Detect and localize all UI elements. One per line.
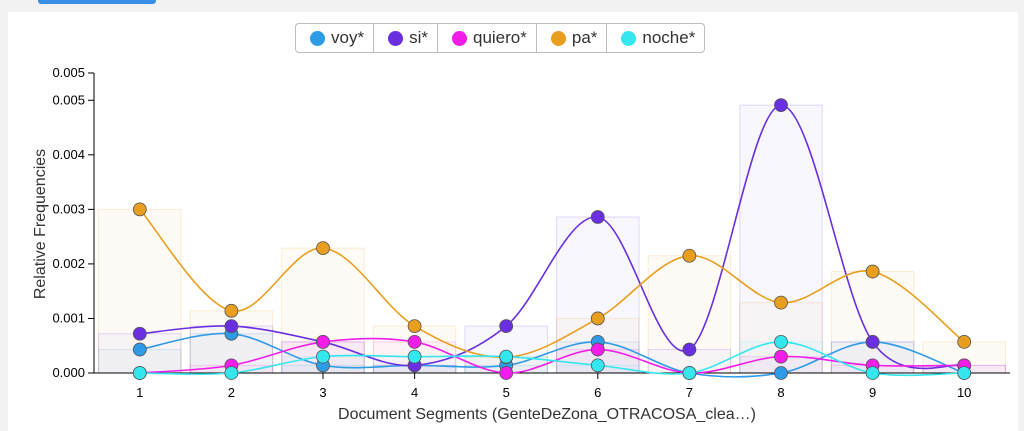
legend-item-noche[interactable]: noche* — [607, 24, 704, 52]
point-pa-1 — [132, 202, 147, 217]
x-tick-label: 7 — [686, 385, 693, 400]
legend-item-quiero[interactable]: quiero* — [438, 24, 537, 52]
x-tick-label: 4 — [411, 385, 418, 400]
point-si-7 — [682, 342, 697, 357]
point-si-2 — [224, 319, 239, 333]
point-si-6 — [590, 210, 605, 224]
y-tick-label: 0.005 — [52, 92, 85, 107]
legend-swatch — [621, 30, 637, 46]
legend-item-si[interactable]: si* — [374, 24, 438, 52]
point-noche-6 — [590, 358, 605, 373]
x-tick-label: 10 — [957, 385, 971, 400]
point-si-9 — [865, 335, 880, 349]
series-line-si — [139, 104, 965, 370]
point-pa-4 — [407, 319, 422, 333]
legend-label: si* — [409, 28, 428, 47]
axes-layer: 0.000 0.001 0.002 0.003 0.004 0.005 0.005 1 2 3 4 5… — [52, 65, 1010, 400]
point-quiero-5 — [499, 366, 514, 380]
point-noche-1 — [132, 366, 147, 380]
x-tick-label: 6 — [594, 385, 601, 400]
point-pa-10 — [957, 335, 972, 349]
x-tick-label: 3 — [319, 385, 326, 400]
y-axis-title: Relative Frequencies — [32, 149, 49, 299]
x-axis-title: Document Segments (GenteDeZona_OTRACOSA_… — [338, 406, 756, 423]
legend-swatch — [550, 30, 566, 46]
x-tick-label: 5 — [503, 385, 510, 400]
y-tick-label: 0.002 — [52, 256, 85, 271]
point-noche-9 — [865, 366, 880, 380]
legend-swatch — [388, 30, 404, 46]
line-layer — [139, 104, 965, 378]
legend-swatch — [451, 30, 467, 46]
y-tick-label: 0.000 — [52, 365, 85, 380]
point-quiero-6 — [590, 342, 605, 357]
point-quiero-4 — [407, 335, 422, 349]
point-pa-8 — [774, 295, 788, 310]
point-pa-7 — [682, 248, 697, 263]
y-tick-label: 0.005 — [52, 65, 85, 80]
legend-item-voy[interactable]: voy* — [296, 24, 375, 52]
point-noche-4 — [407, 349, 422, 364]
top-toolbar-button[interactable] — [38, 0, 156, 4]
point-quiero-3 — [316, 335, 330, 349]
point-pa-6 — [590, 311, 605, 326]
chart-panel — [8, 12, 1018, 431]
point-layer — [132, 98, 972, 380]
point-pa-3 — [316, 241, 330, 255]
point-si-5 — [499, 319, 514, 333]
x-tick-label: 8 — [777, 385, 784, 400]
legend-item-pa[interactable]: pa* — [537, 24, 608, 52]
point-noche-2 — [224, 366, 239, 380]
legend-label: voy* — [331, 28, 365, 47]
x-tick-label: 9 — [869, 385, 876, 400]
point-pa-2 — [224, 303, 239, 318]
point-noche-3 — [316, 349, 330, 364]
y-tick-label: 0.001 — [52, 310, 85, 325]
point-noche-8 — [774, 335, 788, 349]
point-voy-1 — [132, 342, 147, 357]
x-tick-label: 2 — [228, 385, 235, 400]
point-noche-10 — [957, 366, 972, 380]
point-si-1 — [132, 326, 147, 341]
y-tick-label: 0.003 — [52, 201, 85, 216]
point-voy-8 — [774, 366, 788, 380]
chart-legend: voy* si* quiero* pa* noche* — [295, 23, 706, 53]
point-noche-7 — [682, 366, 697, 380]
point-si-8 — [774, 98, 788, 113]
legend-label: noche* — [642, 28, 696, 47]
bar-pa-9 — [830, 271, 915, 374]
legend-swatch — [310, 30, 325, 46]
point-quiero-8 — [774, 349, 788, 364]
series-line-noche — [139, 341, 965, 377]
legend-label: quiero* — [472, 28, 527, 47]
series-line-pa — [139, 208, 965, 358]
point-pa-9 — [865, 264, 880, 279]
legend-label: pa* — [571, 28, 598, 47]
point-noche-5 — [499, 349, 514, 364]
x-tick-label: 1 — [136, 385, 143, 400]
y-tick-label: 0.004 — [52, 147, 85, 162]
series-line-quiero — [139, 337, 965, 374]
